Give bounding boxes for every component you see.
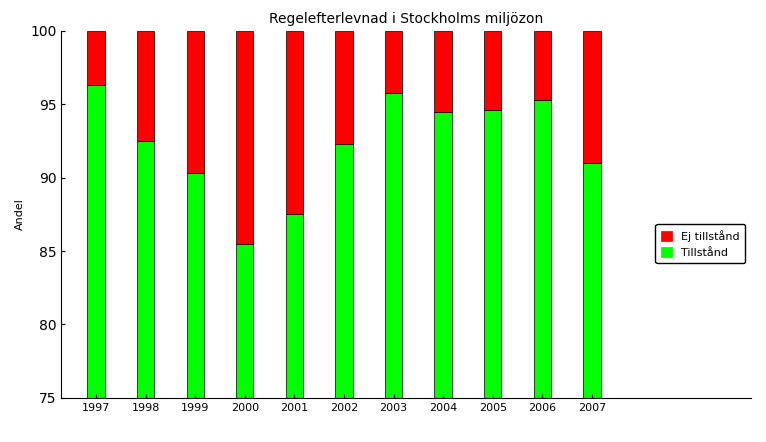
Bar: [236, 31, 254, 244]
Bar: [534, 31, 551, 100]
Bar: [286, 214, 303, 398]
Bar: [484, 31, 502, 110]
Bar: [186, 31, 204, 173]
Bar: [534, 100, 551, 398]
Bar: [434, 112, 452, 398]
Bar: [434, 31, 452, 112]
Legend: Ej tillstånd, Tillstånd: Ej tillstånd, Tillstånd: [656, 224, 745, 263]
Bar: [385, 92, 402, 398]
Bar: [336, 144, 352, 398]
Bar: [385, 31, 402, 92]
Bar: [87, 31, 105, 85]
Bar: [137, 31, 154, 141]
Y-axis label: Andel: Andel: [15, 198, 25, 230]
Bar: [137, 141, 154, 398]
Bar: [583, 163, 601, 398]
Bar: [336, 31, 352, 144]
Bar: [286, 31, 303, 214]
Bar: [583, 31, 601, 163]
Title: Regelefterlevnad i Stockholms miljözon: Regelefterlevnad i Stockholms miljözon: [269, 11, 543, 26]
Bar: [87, 85, 105, 398]
Bar: [236, 244, 254, 398]
Bar: [484, 110, 502, 398]
Bar: [186, 173, 204, 398]
